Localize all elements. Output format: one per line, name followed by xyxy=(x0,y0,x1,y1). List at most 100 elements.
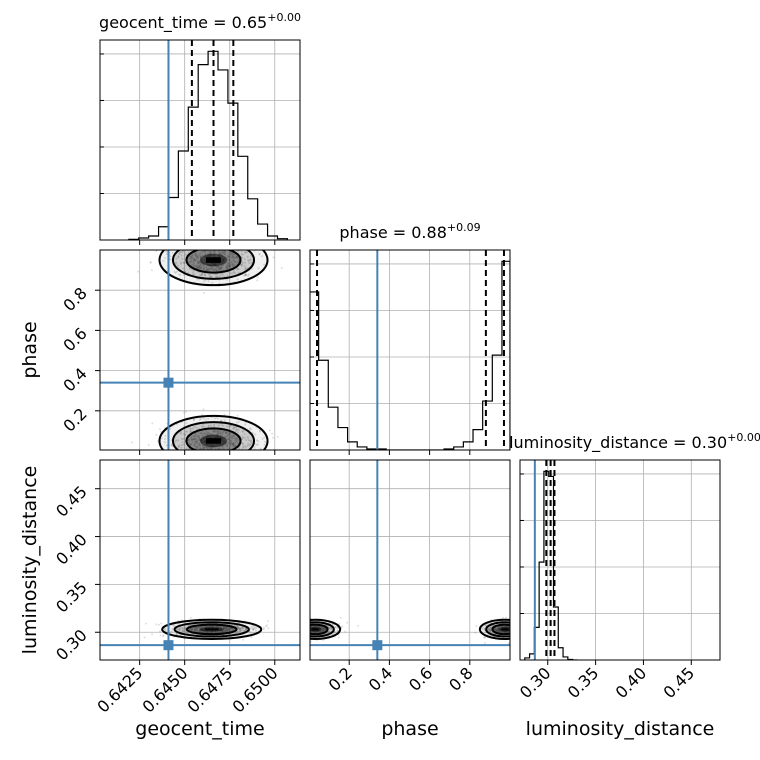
sample-point xyxy=(239,627,242,630)
sample-point xyxy=(155,433,158,436)
sample-point xyxy=(206,233,208,235)
sample-point xyxy=(210,447,212,450)
panel-frame xyxy=(309,249,511,451)
sample-point xyxy=(217,267,220,270)
sample-point xyxy=(209,275,212,278)
sample-point xyxy=(209,276,212,279)
sample-point xyxy=(231,247,233,249)
sample-point xyxy=(189,443,192,446)
sample-point xyxy=(214,268,217,271)
sample-point xyxy=(235,632,238,635)
sample-point xyxy=(249,258,252,261)
sample-point xyxy=(230,246,232,248)
sample-point xyxy=(199,432,202,435)
sample-point xyxy=(228,264,231,267)
sample-point xyxy=(187,242,189,244)
sample-point xyxy=(246,456,248,458)
sample-point xyxy=(520,627,522,629)
sample-point xyxy=(211,246,213,248)
sample-point xyxy=(190,628,193,631)
sample-point xyxy=(187,464,189,466)
sample-point xyxy=(255,443,258,446)
sample-point xyxy=(511,626,513,628)
sample-point xyxy=(199,263,202,266)
sample-point xyxy=(215,453,217,455)
sample-point xyxy=(517,627,519,629)
sample-point xyxy=(201,423,204,426)
sample-point xyxy=(513,631,515,633)
sample-point xyxy=(194,445,197,448)
sample-point xyxy=(223,625,225,628)
sample-point xyxy=(336,629,339,632)
sample-point xyxy=(242,445,245,448)
sample-point xyxy=(200,247,202,249)
sample-point xyxy=(244,244,246,246)
sample-point xyxy=(203,425,206,428)
sample-point xyxy=(206,267,209,270)
contour-line xyxy=(185,427,242,450)
sample-point xyxy=(232,443,235,446)
x-axis-label-luminosity_distance: luminosity_distance xyxy=(526,718,715,740)
sample-point xyxy=(210,447,213,450)
sample-point xyxy=(232,253,235,256)
sample-point xyxy=(513,627,515,629)
sample-point xyxy=(238,627,241,630)
sample-point xyxy=(217,429,219,432)
x-tick-label: 0.6450 xyxy=(138,663,191,716)
sample-point xyxy=(217,432,220,435)
sample-point xyxy=(226,451,228,453)
sample-point xyxy=(197,262,200,265)
sample-point xyxy=(516,628,518,630)
sample-point xyxy=(243,436,246,439)
sample-point xyxy=(510,632,512,634)
sample-point xyxy=(223,625,226,628)
sample-point xyxy=(200,266,203,269)
sample-point xyxy=(192,627,195,630)
sample-point xyxy=(204,467,206,469)
sample-point xyxy=(175,632,178,635)
sample-point xyxy=(197,630,200,632)
sample-point xyxy=(210,244,212,246)
sample-point xyxy=(187,439,190,441)
sample-point xyxy=(242,638,245,641)
sample-point xyxy=(225,264,228,267)
sample-point xyxy=(222,251,224,254)
sample-point xyxy=(510,631,512,633)
sample-point xyxy=(218,631,221,634)
sample-point xyxy=(487,628,490,631)
sample-point xyxy=(199,267,202,270)
sample-point xyxy=(225,627,228,630)
sample-point xyxy=(224,435,227,438)
sample-point xyxy=(246,435,249,438)
sample-point xyxy=(200,274,203,277)
sample-point xyxy=(229,440,232,442)
sample-point xyxy=(303,637,305,639)
sample-point xyxy=(225,432,228,435)
sample-point xyxy=(222,455,224,457)
sample-point xyxy=(207,424,210,427)
sample-point xyxy=(241,430,244,433)
sample-point xyxy=(513,631,515,633)
panel-luminosity_distance-luminosity_distance: luminosity_distance = 0.30+0.000.30 0.35 0… xyxy=(509,431,760,740)
sample-point xyxy=(219,242,221,244)
sample-point xyxy=(497,630,500,632)
sample-point xyxy=(176,627,179,630)
sample-point xyxy=(513,627,515,629)
sample-point xyxy=(160,437,163,440)
sample-point xyxy=(295,626,297,628)
sample-point xyxy=(514,629,516,631)
sample-point xyxy=(485,624,488,627)
sample-point xyxy=(224,630,227,632)
sample-point xyxy=(195,451,197,453)
sample-point xyxy=(305,628,307,630)
sample-point xyxy=(231,462,233,464)
sample-point xyxy=(307,635,309,637)
sample-point xyxy=(193,628,196,631)
sample-point xyxy=(226,626,228,629)
panel-content xyxy=(100,233,300,469)
sample-point xyxy=(304,623,306,625)
sample-point xyxy=(308,629,310,631)
sample-point xyxy=(515,631,517,633)
sample-point xyxy=(225,445,228,448)
sample-point xyxy=(515,626,517,628)
